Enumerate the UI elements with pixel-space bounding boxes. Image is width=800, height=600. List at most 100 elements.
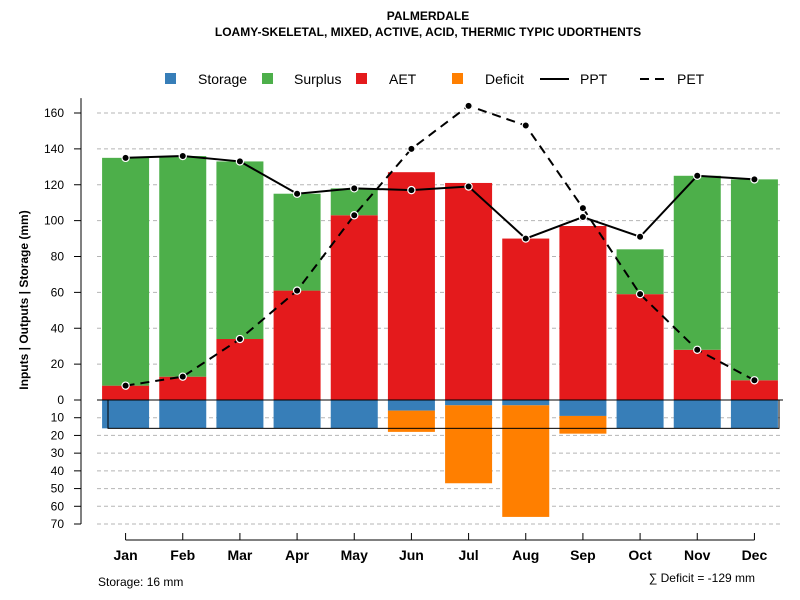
pet-point-jan bbox=[121, 381, 130, 390]
pet-point-nov bbox=[693, 345, 702, 354]
y-tick-label: 80 bbox=[51, 250, 65, 264]
storage-bar-feb bbox=[159, 400, 207, 429]
aet-bar-aug bbox=[502, 238, 550, 400]
pet-point-jul bbox=[464, 101, 473, 111]
ppt-point-nov bbox=[693, 171, 702, 180]
pet-point-may bbox=[350, 211, 359, 220]
month-label-feb: Feb bbox=[170, 547, 195, 563]
y-tick-label: 100 bbox=[44, 214, 64, 228]
aet-bar-mar bbox=[216, 339, 264, 400]
pet-point-aug bbox=[521, 121, 530, 130]
aet-bar-may bbox=[330, 215, 378, 400]
pet-point-feb bbox=[178, 372, 187, 381]
month-label-aug: Aug bbox=[512, 547, 539, 563]
surplus-bar-may bbox=[330, 188, 378, 216]
ppt-point-aug bbox=[521, 234, 530, 243]
gridlines bbox=[97, 112, 783, 525]
y-tick-label: 60 bbox=[51, 285, 65, 299]
storage-bar-oct bbox=[616, 400, 664, 429]
aet-bar-jan bbox=[102, 385, 150, 400]
chart-subtitle: LOAMY-SKELETAL, MIXED, ACTIVE, ACID, THE… bbox=[215, 25, 641, 39]
month-label-jun: Jun bbox=[399, 547, 424, 563]
surplus-bar-apr bbox=[273, 193, 321, 291]
ppt-line bbox=[125, 155, 755, 240]
y-tick-label: 160 bbox=[44, 106, 64, 120]
aet-bar-apr bbox=[273, 290, 321, 400]
y-tick-label: 0 bbox=[57, 393, 64, 407]
ppt-point-mar bbox=[235, 157, 245, 166]
legend-label-surplus: Surplus bbox=[294, 71, 341, 87]
month-label-nov: Nov bbox=[684, 547, 711, 563]
aet-bar-feb bbox=[159, 376, 207, 400]
deficit-bar-sep bbox=[559, 415, 607, 434]
chart-title: PALMERDALE bbox=[387, 9, 469, 23]
storage-bar-may bbox=[330, 400, 378, 429]
y-tick-label: 40 bbox=[51, 464, 65, 478]
y-tick-label: 120 bbox=[44, 178, 64, 192]
storage-bar-jul bbox=[445, 400, 493, 406]
pet-point-jun bbox=[407, 144, 416, 154]
y-tick-label: 140 bbox=[44, 142, 64, 156]
pet-point-oct bbox=[635, 289, 645, 299]
pet-point-dec bbox=[750, 376, 759, 385]
y-tick-label: 20 bbox=[51, 357, 65, 371]
aet-bar-nov bbox=[673, 349, 721, 400]
aet-bar-dec bbox=[730, 380, 778, 400]
storage-bar-apr bbox=[273, 400, 321, 429]
aet-bar-jun bbox=[387, 172, 435, 400]
storage-bar-jan bbox=[102, 400, 150, 429]
y-tick-label: 40 bbox=[51, 321, 65, 335]
month-label-may: May bbox=[341, 547, 368, 563]
surplus-bar-dec bbox=[730, 179, 778, 381]
y-axis-title: Inputs | Outputs | Storage (mm) bbox=[17, 210, 31, 389]
legend-label-storage: Storage bbox=[198, 71, 247, 87]
month-label-apr: Apr bbox=[285, 547, 310, 563]
y-tick-label: 30 bbox=[51, 446, 65, 460]
deficit-bar-aug bbox=[502, 405, 550, 517]
storage-note: Storage: 16 mm bbox=[98, 575, 183, 589]
series-lines bbox=[121, 101, 759, 390]
y-tick-label: 20 bbox=[51, 428, 65, 442]
storage-bar-sep bbox=[559, 400, 607, 416]
storage-bar-mar bbox=[216, 400, 264, 429]
ppt-point-oct bbox=[635, 232, 645, 241]
bars bbox=[102, 156, 778, 517]
legend-swatch-surplus bbox=[262, 73, 273, 84]
legend-label-pet: PET bbox=[677, 71, 705, 87]
month-label-jul: Jul bbox=[458, 547, 478, 563]
y-tick-label: 60 bbox=[51, 499, 65, 513]
pet-point-mar bbox=[235, 334, 245, 344]
ppt-point-sep bbox=[578, 212, 588, 222]
ppt-point-may bbox=[350, 184, 359, 193]
surplus-bar-oct bbox=[616, 249, 664, 295]
legend-swatch-deficit bbox=[452, 73, 463, 84]
aet-bar-oct bbox=[616, 294, 664, 400]
ppt-point-dec bbox=[750, 175, 759, 184]
legend-label-deficit: Deficit bbox=[485, 71, 524, 87]
storage-bar-aug bbox=[502, 400, 550, 406]
ppt-point-jul bbox=[464, 182, 473, 191]
y-tick-label: 70 bbox=[51, 517, 65, 531]
legend-swatch-storage bbox=[165, 73, 176, 84]
ppt-point-apr bbox=[292, 189, 302, 198]
legend-label-ppt: PPT bbox=[580, 71, 608, 87]
storage-bar-jun bbox=[387, 400, 435, 411]
legend-label-aet: AET bbox=[389, 71, 417, 87]
ppt-point-jun bbox=[407, 185, 416, 195]
surplus-bar-mar bbox=[216, 161, 264, 340]
aet-bar-jul bbox=[445, 182, 493, 400]
surplus-bar-nov bbox=[673, 175, 721, 350]
pet-point-apr bbox=[292, 286, 302, 295]
month-label-sep: Sep bbox=[570, 547, 596, 563]
month-label-dec: Dec bbox=[742, 547, 768, 563]
legend-swatch-aet bbox=[356, 73, 367, 84]
ppt-point-jan bbox=[121, 153, 130, 163]
storage-bar-dec bbox=[730, 400, 778, 429]
axes: 0 20 40 60 80 100 120 140 160 10 20 30 40 50 60 70 Jan Fe… bbox=[44, 98, 783, 563]
deficit-bar-jun bbox=[387, 410, 435, 432]
month-label-mar: Mar bbox=[227, 547, 252, 563]
pet-point-sep bbox=[578, 203, 588, 213]
deficit-bar-jul bbox=[445, 405, 493, 484]
